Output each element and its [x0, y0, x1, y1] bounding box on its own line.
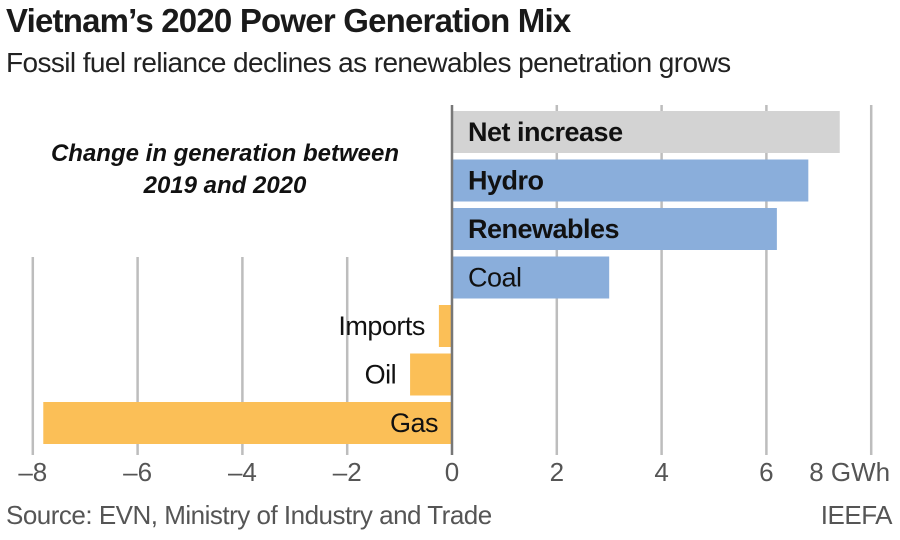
bar-imports [438, 305, 452, 347]
chart-annotation: Change in generation between 2019 and 20… [50, 140, 400, 199]
bar-renewables [452, 208, 777, 250]
chart-title: Vietnam’s 2020 Power Generation Mix [6, 2, 571, 39]
bar-coal [452, 256, 610, 299]
bar-label: Renewables [468, 214, 619, 244]
x-tick-label: –4 [228, 457, 257, 487]
x-tick-label: 8 GWh [809, 457, 890, 487]
bar-label: Imports [338, 311, 425, 341]
brand-label: IEEFA [820, 500, 893, 530]
bar-label: Net increase [468, 117, 623, 147]
x-tick-label: –8 [18, 457, 47, 487]
bar-label: Coal [468, 263, 522, 293]
bar-gas [43, 402, 452, 444]
x-tick-label: –6 [123, 457, 152, 487]
x-axis-ticks: –8 –6 –4 –2 0 2 4 6 8 GWh [18, 457, 890, 487]
bar-label: Hydro [468, 166, 544, 196]
bar-labels: Net increase Hydro Renewables Coal Imports Oi… [338, 117, 623, 438]
bar-oil [410, 353, 452, 396]
source-note: Source: EVN, Ministry of Industry and Tr… [6, 500, 492, 530]
x-tick-label: 0 [445, 457, 459, 487]
bar-label: Oil [365, 360, 397, 390]
x-tick-label: 6 [759, 457, 773, 487]
bar-hydro [452, 159, 809, 202]
bar-net-increase [452, 111, 840, 153]
chart-subtitle: Fossil fuel reliance declines as renewab… [6, 47, 731, 78]
bars [43, 111, 840, 444]
x-tick-label: –2 [333, 457, 362, 487]
bar-label: Gas [390, 408, 438, 438]
x-tick-label: 4 [654, 457, 668, 487]
x-tick-label: 2 [550, 457, 564, 487]
